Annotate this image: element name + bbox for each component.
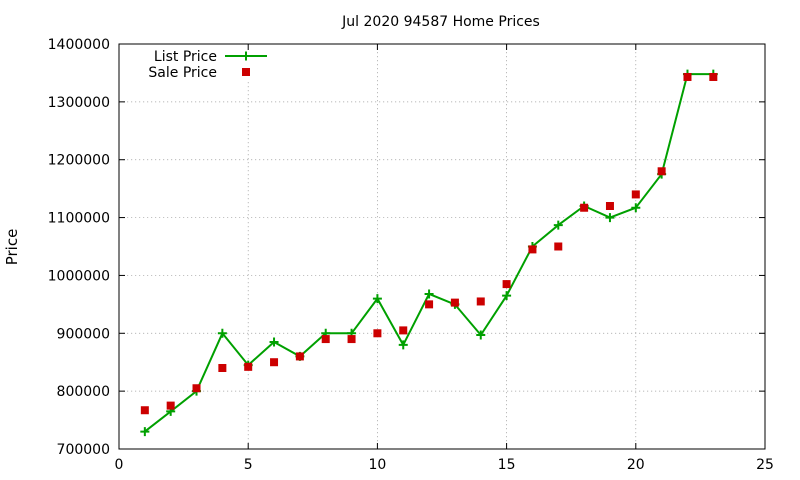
sale-price-marker bbox=[321, 335, 330, 344]
list-price-marker bbox=[631, 203, 641, 213]
sale-price-marker bbox=[476, 297, 485, 306]
sale-price-marker bbox=[580, 203, 589, 212]
gridlines bbox=[119, 44, 765, 449]
sale-price-marker bbox=[140, 406, 149, 415]
y-tick-label: 1100000 bbox=[48, 211, 110, 227]
list-price-marker bbox=[553, 220, 563, 230]
list-price-marker bbox=[502, 291, 512, 301]
sale-price-marker bbox=[373, 329, 382, 338]
legend-marker-sale-price bbox=[242, 68, 250, 76]
list-price-marker bbox=[476, 330, 486, 340]
sale-price-marker bbox=[295, 352, 304, 361]
legend-marker-list-price bbox=[241, 51, 251, 61]
x-tick-label: 15 bbox=[498, 457, 516, 473]
sale-price-marker bbox=[399, 326, 408, 335]
plot-frame bbox=[118, 43, 766, 450]
y-tick-label: 700000 bbox=[57, 442, 110, 458]
sale-price-marker bbox=[528, 245, 537, 254]
x-tick-label: 0 bbox=[115, 457, 124, 473]
sale-price-marker bbox=[709, 72, 718, 81]
axis-ticks: 0 5 10 15 20 25 700000 800000 900000 1000000 11000… bbox=[48, 37, 774, 473]
series bbox=[140, 69, 718, 437]
sale-price-marker bbox=[631, 190, 640, 199]
legend-label-list-price: List Price bbox=[154, 49, 217, 65]
y-tick-label: 800000 bbox=[57, 384, 110, 400]
list-price-marker bbox=[398, 340, 408, 350]
list-price-marker bbox=[372, 294, 382, 304]
sale-price-marker bbox=[554, 242, 563, 251]
list-price-marker bbox=[140, 427, 150, 437]
y-tick-label: 1300000 bbox=[48, 95, 110, 111]
chart-title: Jul 2020 94587 Home Prices bbox=[341, 14, 540, 30]
y-tick-label: 900000 bbox=[57, 326, 110, 342]
sale-price-marker bbox=[192, 384, 201, 393]
x-tick-label: 20 bbox=[627, 457, 645, 473]
sale-price-marker bbox=[270, 358, 279, 367]
y-axis-title: Price bbox=[3, 229, 21, 266]
sale-price-marker bbox=[657, 167, 666, 176]
sale-price-marker bbox=[244, 362, 253, 371]
legend-label-sale-price: Sale Price bbox=[148, 65, 217, 81]
x-tick-label: 5 bbox=[244, 457, 253, 473]
sale-price-marker bbox=[166, 401, 175, 410]
list-price-marker bbox=[269, 337, 279, 347]
sale-price-marker bbox=[450, 298, 459, 307]
y-tick-label: 1200000 bbox=[48, 153, 110, 169]
x-tick-label: 25 bbox=[756, 457, 774, 473]
list-price-marker bbox=[217, 328, 227, 338]
sale-price-marker bbox=[605, 202, 614, 210]
sale-price-marker bbox=[683, 72, 692, 81]
x-tick-label: 10 bbox=[368, 457, 386, 473]
list-price-line bbox=[144, 73, 714, 433]
y-tick-label: 1400000 bbox=[48, 37, 110, 53]
sale-price-marker bbox=[347, 335, 356, 344]
list-price-marker bbox=[424, 289, 434, 299]
sale-price-marker bbox=[502, 280, 511, 289]
y-tick-label: 1000000 bbox=[48, 268, 110, 284]
list-price-marker bbox=[605, 213, 615, 223]
sale-price-marker bbox=[425, 300, 434, 309]
sale-price-marker bbox=[218, 364, 227, 372]
